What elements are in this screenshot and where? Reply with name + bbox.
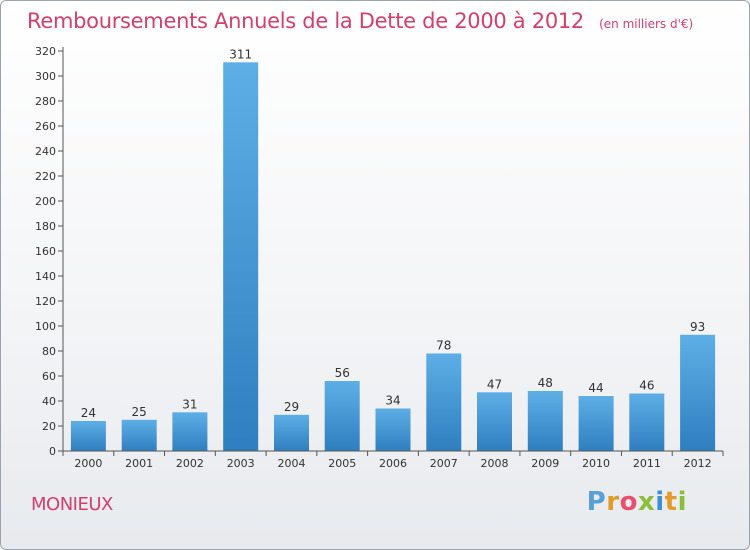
y-tick-label: 200 (35, 195, 56, 208)
bar-2003 (223, 62, 259, 452)
x-tick-label-2009: 2009 (531, 457, 559, 470)
value-label-2009: 48 (538, 376, 553, 390)
bar-2010 (578, 396, 614, 451)
y-tick-label: 320 (35, 45, 56, 58)
x-tick-label-2008: 2008 (481, 457, 509, 470)
x-tick-label-2003: 2003 (227, 457, 255, 470)
x-tick-label-2004: 2004 (277, 457, 305, 470)
x-axis: 2000 2001 2002 2003 2004 2005 2006 2007 2008 2009… (62, 450, 724, 470)
bar-2008 (477, 392, 512, 452)
bar-2007 (426, 353, 462, 451)
y-tick-label: 260 (35, 120, 56, 133)
value-label-2005: 56 (335, 366, 350, 380)
x-tick-label-2012: 2012 (684, 457, 712, 470)
y-tick-label: 160 (35, 245, 56, 258)
logo-letter: P (586, 487, 607, 517)
bar-2001 (121, 419, 157, 452)
y-tick-label: 40 (42, 395, 56, 408)
x-tick-label-2007: 2007 (430, 457, 458, 470)
chart-subtitle: (en milliers d'€) (599, 17, 694, 31)
y-tick-label: 180 (35, 220, 56, 233)
bars (70, 62, 716, 452)
logo-letter: t (664, 487, 678, 517)
bar-2006 (375, 408, 411, 451)
value-label-2003: 311 (229, 47, 252, 61)
y-tick-label: 300 (35, 70, 56, 83)
bar-2011 (629, 393, 665, 451)
value-label-2008: 47 (487, 377, 502, 391)
value-label-2011: 46 (639, 379, 654, 393)
y-tick-label: 140 (35, 270, 56, 283)
logo-letter: x (637, 487, 656, 517)
y-tick-label: 100 (35, 320, 56, 333)
x-tick-label-2010: 2010 (582, 457, 610, 470)
y-tick-label: 220 (35, 170, 56, 183)
proxiti-logo: Proxiti (587, 487, 687, 517)
x-tick-label-2001: 2001 (125, 457, 153, 470)
value-label-2001: 25 (132, 405, 147, 419)
value-label-2000: 24 (81, 406, 96, 420)
x-tick-label-2006: 2006 (379, 457, 407, 470)
bar-2000 (70, 421, 106, 451)
logo-letter: i (677, 487, 687, 517)
value-label-2006: 34 (385, 394, 400, 408)
y-axis: 0 20 40 60 80 100 120 140 160 180 200 220 240 260 280 3… (35, 45, 64, 458)
chart-title-block: Remboursements Annuels de la Dette de 20… (27, 7, 693, 38)
bar-2012 (680, 334, 716, 452)
bar-2005 (324, 381, 360, 451)
value-label-2012: 93 (690, 320, 705, 334)
value-label-2004: 29 (284, 400, 299, 414)
y-tick-label: 280 (35, 95, 56, 108)
value-label-2002: 31 (182, 397, 197, 411)
logo-letter: r (606, 487, 620, 517)
bar-2004 (274, 414, 309, 452)
y-tick-label: 20 (42, 420, 56, 433)
value-label-2010: 44 (588, 381, 603, 395)
logo-letter: i (655, 487, 665, 517)
x-tick-label-2002: 2002 (176, 457, 204, 470)
bar-2009 (527, 391, 563, 451)
y-tick-label: 0 (49, 445, 56, 458)
logo-letter: o (619, 487, 638, 517)
x-tick-label-2005: 2005 (328, 457, 356, 470)
chart-title: Remboursements Annuels de la Dette de 20… (27, 9, 584, 33)
x-tick-label-2000: 2000 (74, 457, 102, 470)
bar-2002 (172, 412, 208, 452)
data-labels: 24 25 31 311 29 56 34 78 47 48 44 46 93 (81, 47, 706, 420)
value-label-2007: 78 (436, 339, 451, 353)
x-tick-label-2011: 2011 (633, 457, 661, 470)
town-name: MONIEUX (31, 494, 113, 515)
y-tick-label: 240 (35, 145, 56, 158)
y-tick-label: 80 (42, 345, 56, 358)
y-tick-label: 120 (35, 295, 56, 308)
y-tick-label: 60 (42, 370, 56, 383)
